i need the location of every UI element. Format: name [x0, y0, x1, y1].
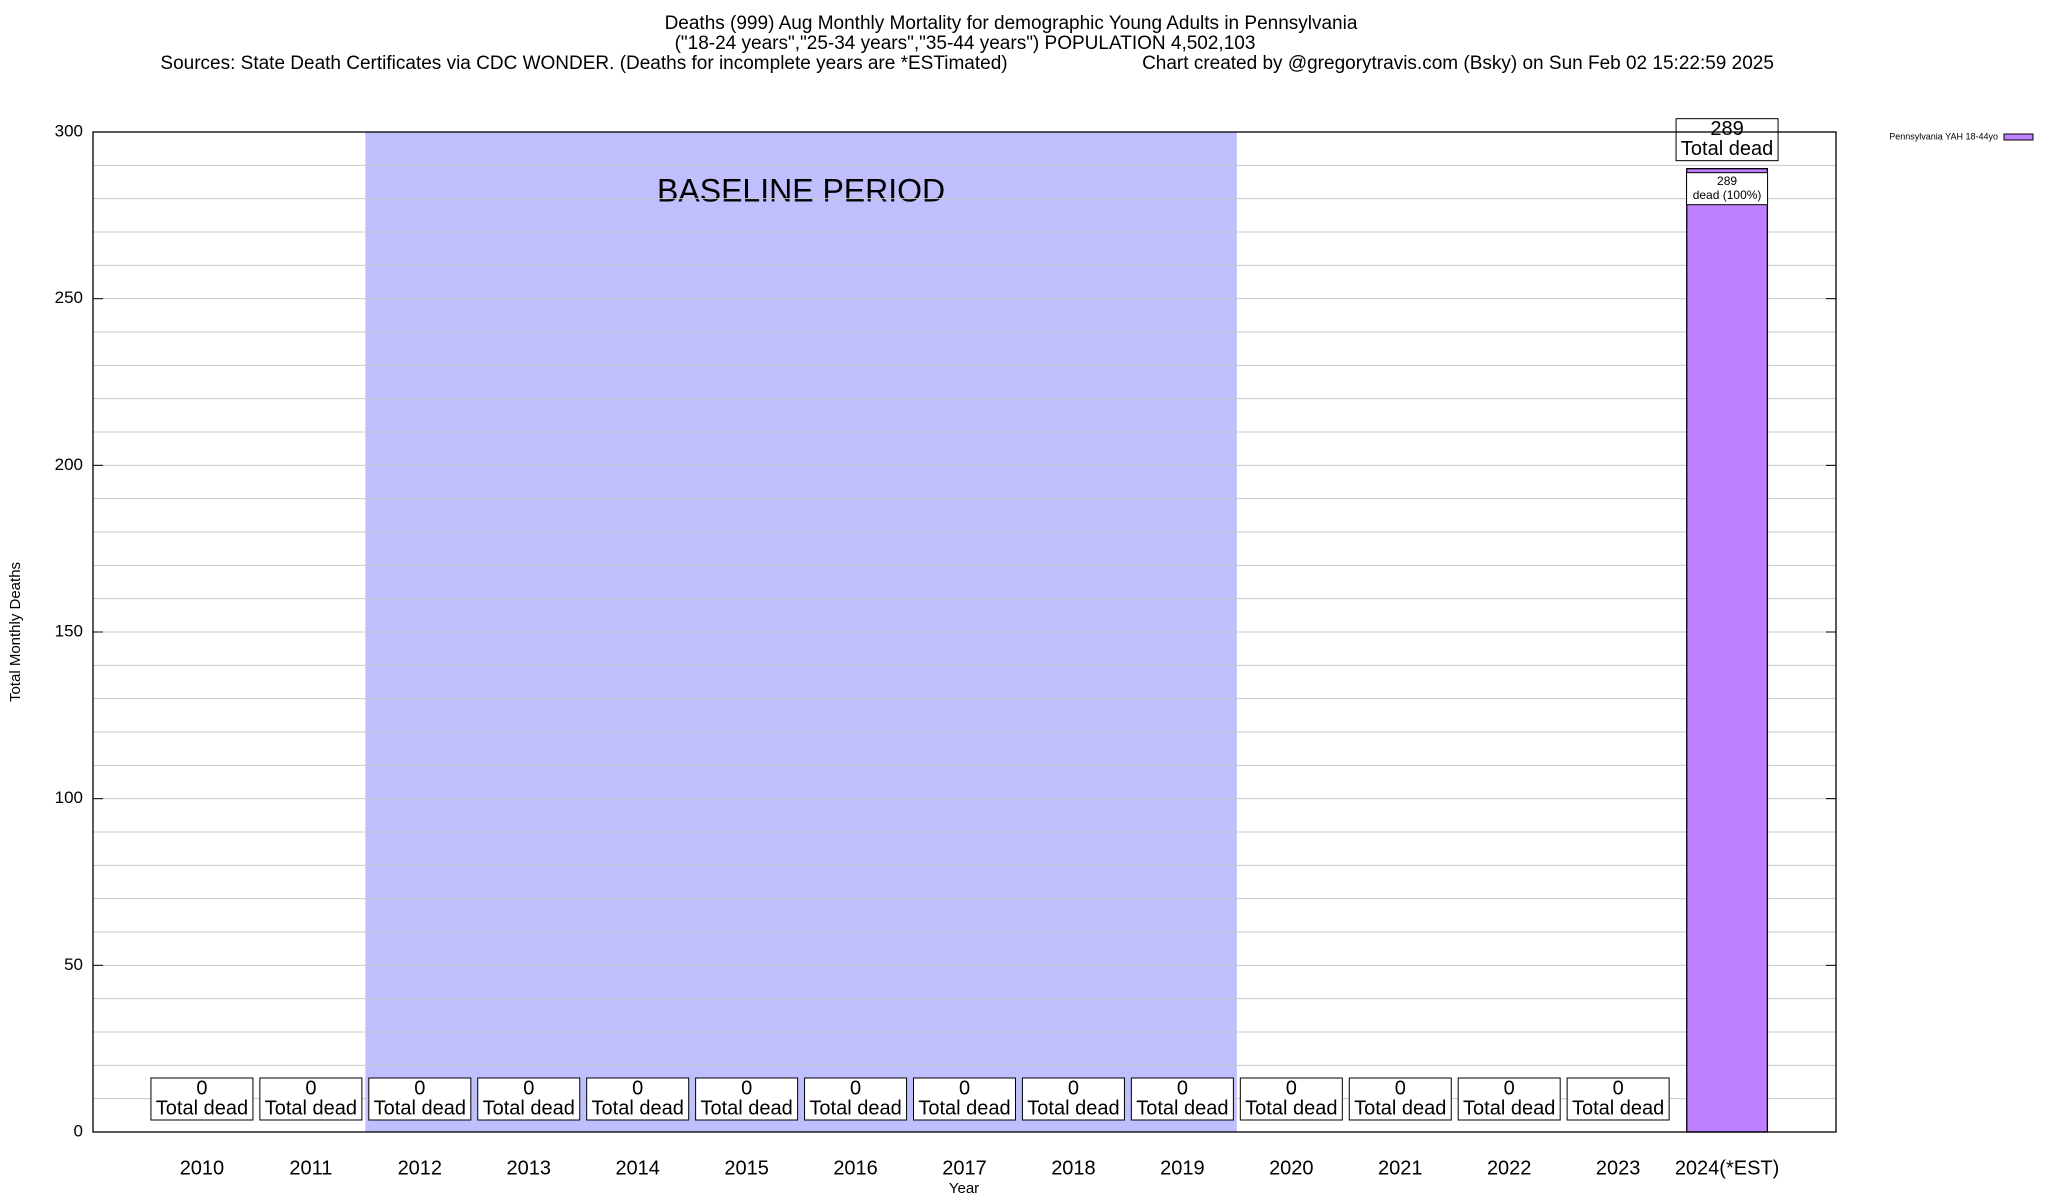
value-label: 0 — [632, 1077, 643, 1099]
total-label: Total dead — [483, 1097, 575, 1119]
total-label: Total dead — [1463, 1097, 1555, 1119]
total-label-box — [1239, 1077, 1343, 1121]
value-label: 0 — [741, 1077, 752, 1099]
chart-credit: Chart created by @gregorytravis.com (Bsk… — [1142, 53, 1774, 74]
x-tick-label: 2013 — [507, 1157, 552, 1179]
x-tick-label: 2020 — [1269, 1157, 1314, 1179]
value-label: 289 — [1710, 118, 1743, 140]
x-tick-label: 2024(*EST) — [1675, 1157, 1780, 1179]
x-tick-label: 2015 — [724, 1157, 769, 1179]
total-label: Total dead — [918, 1097, 1010, 1119]
total-label: Total dead — [1136, 1097, 1228, 1119]
x-axis-label: Year — [949, 1180, 979, 1197]
x-tick-label: 2019 — [1160, 1157, 1205, 1179]
value-label: 0 — [1177, 1077, 1188, 1099]
total-label: Total dead — [1572, 1097, 1664, 1119]
x-tick-label: 2017 — [942, 1157, 987, 1179]
value-label: 0 — [523, 1077, 534, 1099]
y-tick-label: 100 — [55, 788, 83, 807]
total-label-box — [586, 1077, 690, 1121]
y-tick-label: 300 — [55, 121, 83, 140]
inner-label: dead (100%) — [1693, 188, 1762, 202]
baseline-label: BASELINE PERIOD — [657, 172, 945, 208]
total-label-box — [695, 1077, 799, 1121]
total-label: Total dead — [265, 1097, 357, 1119]
value-label: 0 — [1504, 1077, 1515, 1099]
total-label-box — [913, 1077, 1016, 1121]
x-tick-label: 2016 — [833, 1157, 878, 1179]
total-label-box — [1021, 1077, 1125, 1121]
total-label: Total dead — [1027, 1097, 1119, 1119]
total-label-box — [1675, 118, 1779, 162]
total-label-box — [259, 1077, 363, 1121]
value-label: 0 — [1068, 1077, 1079, 1099]
total-label: Total dead — [156, 1097, 248, 1119]
total-label: Total dead — [809, 1097, 901, 1119]
total-label-box — [1130, 1077, 1234, 1121]
total-label: Total dead — [1245, 1097, 1337, 1119]
total-label: Total dead — [1681, 138, 1773, 160]
total-label: Total dead — [374, 1097, 466, 1119]
total-label: Total dead — [592, 1097, 684, 1119]
inner-label-box — [1686, 172, 1769, 206]
legend-swatch — [2003, 133, 2034, 141]
value-label: 0 — [1286, 1077, 1297, 1099]
total-label-box — [1566, 1077, 1670, 1121]
y-tick-label: 150 — [55, 621, 83, 640]
chart-title: Deaths (999) Aug Monthly Mortality for d… — [665, 13, 1358, 34]
total-label: Total dead — [1354, 1097, 1446, 1119]
y-tick-label: 250 — [55, 288, 83, 307]
y-tick-label: 0 — [74, 1121, 83, 1140]
y-axis-label: Total Monthly Deaths — [7, 562, 24, 702]
value-label: 0 — [1395, 1077, 1406, 1099]
x-tick-label: 2022 — [1487, 1157, 1532, 1179]
value-label: 0 — [1613, 1077, 1624, 1099]
y-tick-label: 50 — [64, 955, 83, 974]
total-label-box — [1348, 1077, 1452, 1121]
value-label: 0 — [305, 1077, 316, 1099]
x-tick-label: 2014 — [615, 1157, 660, 1179]
legend-label: Pennsylvania YAH 18-44yo — [1889, 131, 1998, 141]
total-label-box — [150, 1077, 254, 1121]
x-tick-label: 2021 — [1378, 1157, 1423, 1179]
total-label-box — [804, 1077, 908, 1121]
total-label-box — [368, 1077, 472, 1121]
value-label: 0 — [414, 1077, 425, 1099]
chart-source: Sources: State Death Certificates via CD… — [160, 53, 1007, 74]
total-label-box — [477, 1077, 581, 1121]
value-label: 0 — [959, 1077, 970, 1099]
bar — [1686, 168, 1769, 1133]
plot-frame — [92, 131, 1837, 1133]
x-tick-label: 2010 — [180, 1157, 225, 1179]
chart-subtitle: ("18-24 years","25-34 years","35-44 year… — [675, 33, 1256, 54]
total-label-box — [1457, 1077, 1561, 1121]
x-tick-label: 2023 — [1596, 1157, 1641, 1179]
x-tick-label: 2012 — [398, 1157, 443, 1179]
value-label: 0 — [196, 1077, 207, 1099]
x-tick-label: 2011 — [289, 1157, 332, 1179]
x-tick-label: 2018 — [1051, 1157, 1096, 1179]
inner-value-label: 289 — [1717, 174, 1737, 188]
total-label: Total dead — [700, 1097, 792, 1119]
value-label: 0 — [850, 1077, 861, 1099]
y-tick-label: 200 — [55, 455, 83, 474]
